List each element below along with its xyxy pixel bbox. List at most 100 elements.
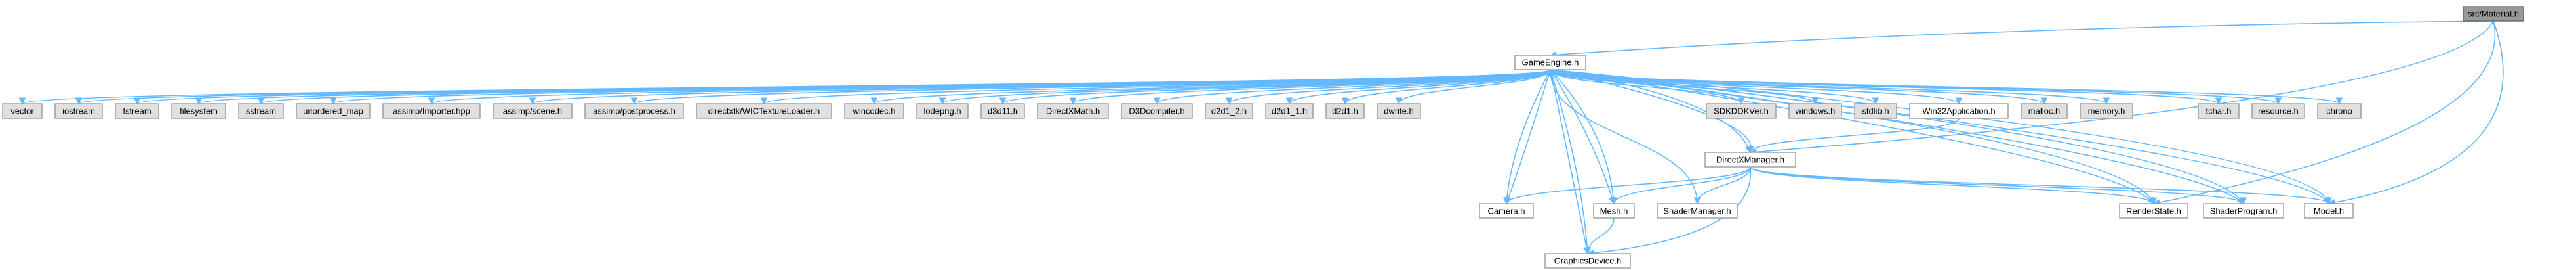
arrowhead [2042, 98, 2047, 104]
node-label: DirectXMath.h [1046, 106, 1100, 116]
edge-mesh-to-graphicsdevice [1585, 218, 1615, 254]
node-label: assimp/scene.h [503, 106, 562, 116]
node-dxmanager[interactable]: DirectXManager.h [1705, 152, 1796, 167]
node-filesystem: filesystem [172, 104, 226, 118]
node-renderstate[interactable]: RenderState.h [2120, 204, 2188, 218]
node-sstream: sstream [239, 104, 283, 118]
node-label: chrono [2326, 106, 2352, 116]
edge-mesh-to-gameengine [1550, 70, 1614, 204]
node-d2d1_2: d2d1_2.h [1205, 104, 1253, 118]
nodes-layer: src/Material.h GameEngine.h vector iostream… [3, 7, 2524, 268]
node-gameengine[interactable]: GameEngine.h [1515, 55, 1586, 70]
node-fstream: fstream [115, 104, 159, 118]
node-label: directxtk/WICTextureLoader.h [708, 106, 820, 116]
arrowhead [761, 98, 767, 104]
node-dxmath: DirectXMath.h [1037, 104, 1108, 118]
edge-dxmanager-to-camera [1504, 167, 1751, 204]
arrowhead [1226, 98, 1232, 104]
node-label: unordered_map [303, 106, 363, 116]
node-chrono: chrono [2318, 104, 2361, 118]
arrowhead [2104, 98, 2110, 104]
node-label: memory.h [2088, 106, 2125, 116]
node-d2d1_1: d2d1_1.h [1266, 104, 1313, 118]
node-scene: assimp/scene.h [493, 104, 572, 118]
node-label: Camera.h [1487, 206, 1525, 216]
node-label: GameEngine.h [1522, 58, 1579, 68]
node-stdlib: stdlib.h [1855, 104, 1897, 118]
arrowhead [1070, 98, 1076, 104]
node-label: vector [10, 106, 34, 116]
node-label: ShaderProgram.h [2210, 206, 2278, 216]
arrowhead [940, 98, 946, 104]
arrowhead [632, 98, 637, 104]
edge-gameengine-to-camera [1506, 70, 1550, 204]
node-label: dwrite.h [1384, 106, 1414, 116]
node-dwrite: dwrite.h [1377, 104, 1420, 118]
node-malloc: malloc.h [2021, 104, 2067, 118]
node-label: stdlib.h [1862, 106, 1889, 116]
edge-gameengine-to-malloc [1550, 70, 2047, 104]
node-tchar: tchar.h [2198, 104, 2239, 118]
node-unordered_map: unordered_map [296, 104, 370, 118]
node-label: d2d1.h [1332, 106, 1358, 116]
node-sdkddkver: SDKDDKVer.h [1706, 104, 1776, 118]
edge-dxmanager-to-shaderprogram [1750, 167, 2247, 204]
node-camera[interactable]: Camera.h [1479, 204, 1533, 218]
node-label: sstream [246, 106, 276, 116]
node-graphicsdevice[interactable]: GraphicsDevice.h [1545, 254, 1630, 268]
arrowhead [429, 98, 435, 104]
node-postprocess: assimp/postprocess.h [585, 104, 683, 118]
node-label: filesystem [180, 106, 218, 116]
edges-layer [20, 21, 2503, 256]
node-label: fstream [123, 106, 151, 116]
node-vector: vector [3, 104, 42, 118]
edge-root-to-gameengine [1550, 21, 2493, 58]
node-memory: memory.h [2080, 104, 2133, 118]
arrowhead [2337, 98, 2343, 104]
node-wictex: directxtk/WICTextureLoader.h [696, 104, 832, 118]
node-d3dcompiler: D3Dcompiler.h [1121, 104, 1192, 118]
node-label: wincodec.h [852, 106, 895, 116]
arrowhead [258, 98, 264, 104]
arrowhead [1000, 98, 1006, 104]
node-win32app[interactable]: Win32Application.h [1910, 104, 2008, 118]
node-importer: assimp/Importer.hpp [383, 104, 480, 118]
node-label: d3d11.h [988, 106, 1018, 116]
node-shaderprogram[interactable]: ShaderProgram.h [2204, 204, 2284, 218]
node-label: ShaderManager.h [1663, 206, 1731, 216]
node-label: lodepng.h [923, 106, 961, 116]
node-label: src/Material.h [2468, 9, 2519, 19]
node-label: D3Dcompiler.h [1129, 106, 1184, 116]
arrowhead [1154, 98, 1160, 104]
node-d2d1: d2d1.h [1326, 104, 1364, 118]
node-lodepng: lodepng.h [917, 104, 968, 118]
node-label: Mesh.h [1600, 206, 1628, 216]
edge-gameengine-to-mesh [1550, 70, 1615, 204]
node-label: Model.h [2314, 206, 2344, 216]
node-label: assimp/Importer.hpp [393, 106, 470, 116]
node-label: d2d1_2.h [1211, 106, 1247, 116]
arrowhead [1956, 98, 1962, 104]
arrowhead [331, 98, 336, 104]
node-windows: windows.h [1789, 104, 1841, 118]
arrowhead [530, 98, 536, 104]
arrowhead [2216, 98, 2222, 104]
node-label: RenderState.h [2126, 206, 2181, 216]
node-wincodec: wincodec.h [845, 104, 904, 118]
edge-dxmanager-to-renderstate [1750, 167, 2157, 204]
node-mesh[interactable]: Mesh.h [1594, 204, 1634, 218]
node-label: GraphicsDevice.h [1554, 256, 1622, 266]
node-label: windows.h [1795, 106, 1836, 116]
node-label: iostream [62, 106, 95, 116]
node-label: SDKDDKVer.h [1714, 106, 1769, 116]
node-label: malloc.h [2028, 106, 2060, 116]
node-resource: resource.h [2252, 104, 2304, 118]
node-model[interactable]: Model.h [2304, 204, 2353, 218]
node-label: DirectXManager.h [1716, 155, 1784, 165]
node-root[interactable]: src/Material.h [2463, 7, 2524, 21]
node-label: tchar.h [2205, 106, 2231, 116]
arrowhead [2276, 98, 2282, 104]
node-label: resource.h [2258, 106, 2298, 116]
node-shadermanager[interactable]: ShaderManager.h [1657, 204, 1737, 218]
